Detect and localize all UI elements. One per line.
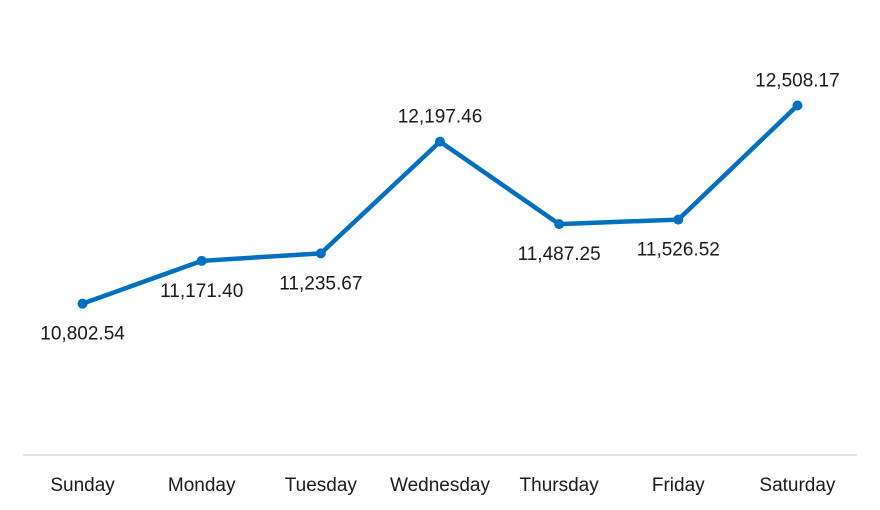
series-markers bbox=[77, 100, 803, 309]
data-point-sunday bbox=[77, 298, 88, 309]
data-point-monday bbox=[196, 255, 207, 266]
x-axis-tick-labels: Sunday Monday Tuesday Wednesday Thursday Frid… bbox=[50, 475, 836, 496]
x-tick-label-tuesday: Tuesday bbox=[285, 475, 358, 496]
data-point-saturday bbox=[792, 100, 803, 111]
x-tick-label-monday: Monday bbox=[168, 475, 236, 496]
data-point-friday bbox=[673, 214, 684, 225]
data-label-saturday: 12,508.17 bbox=[755, 71, 840, 92]
data-label-thursday: 11,487.25 bbox=[518, 244, 601, 265]
x-tick-label-thursday: Thursday bbox=[520, 475, 600, 496]
data-label-friday: 11,526.52 bbox=[637, 240, 720, 261]
data-point-tuesday bbox=[315, 248, 326, 259]
data-label-wednesday: 12,197.46 bbox=[398, 107, 483, 128]
x-tick-label-saturday: Saturday bbox=[759, 475, 836, 496]
data-point-thursday bbox=[554, 219, 565, 230]
data-label-monday: 11,171.40 bbox=[160, 281, 243, 302]
x-tick-label-friday: Friday bbox=[652, 475, 705, 496]
x-tick-label-sunday: Sunday bbox=[50, 475, 115, 496]
data-label-tuesday: 11,235.67 bbox=[279, 273, 362, 294]
series-line bbox=[80, 103, 800, 306]
x-tick-label-wednesday: Wednesday bbox=[390, 475, 490, 496]
data-labels: 10,802.54 11,171.40 11,235.67 12,197.46 11,4… bbox=[40, 71, 839, 345]
data-label-sunday: 10,802.54 bbox=[40, 324, 125, 345]
data-point-wednesday bbox=[435, 136, 445, 147]
